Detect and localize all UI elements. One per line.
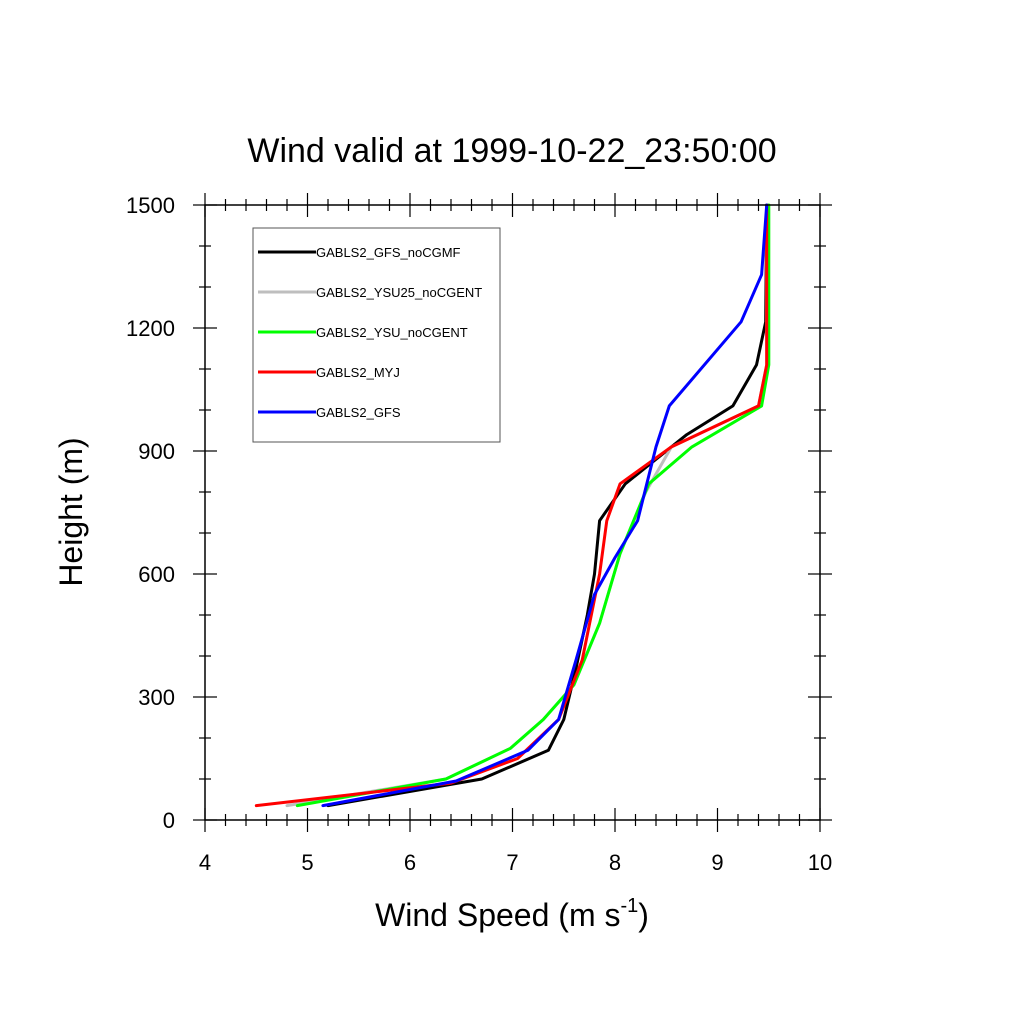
y-tick-label: 300	[138, 685, 175, 710]
y-tick-label: 600	[138, 562, 175, 587]
x-axis-title-close: )	[638, 897, 649, 933]
x-axis-title: Wind Speed (m s-1)	[375, 895, 649, 933]
tick-layer: 4 5 6 7 8 9 10 0 300 600 900 1200 1500	[126, 193, 832, 875]
series-layer	[254, 203, 771, 808]
legend-box	[252, 227, 501, 443]
legend: GABLS2_GFS_noCGMF GABLS2_YSU25_noCGENT GAB…	[252, 227, 501, 443]
y-tick-label: 1200	[126, 316, 175, 341]
x-tick-label: 4	[199, 850, 211, 875]
plot-frame	[204, 204, 821, 821]
series-line-5	[321, 203, 769, 808]
legend-label: GABLS2_MYJ	[316, 365, 400, 380]
legend-label: GABLS2_YSU25_noCGENT	[316, 285, 482, 300]
x-axis-title-main: Wind Speed (m s	[375, 897, 620, 933]
x-tick-label: 5	[301, 850, 313, 875]
y-tick-label: 900	[138, 439, 175, 464]
x-tick-label: 8	[609, 850, 621, 875]
chart-title: Wind valid at 1999-10-22_23:50:00	[247, 132, 776, 170]
legend-label: GABLS2_YSU_noCGENT	[316, 325, 468, 340]
x-axis-title-superscript: -1	[620, 895, 638, 917]
x-tick-label: 7	[506, 850, 518, 875]
series-line-3	[295, 203, 771, 808]
legend-label: GABLS2_GFS	[316, 405, 401, 420]
series-line-1	[326, 203, 769, 808]
y-tick-label: 1500	[126, 193, 175, 218]
legend-label: GABLS2_GFS_noCGMF	[316, 245, 461, 260]
y-tick-label: 0	[163, 808, 175, 833]
series-line-4	[254, 203, 769, 808]
x-tick-label: 9	[711, 850, 723, 875]
y-axis-title: Height (m)	[53, 437, 89, 586]
x-tick-label: 6	[404, 850, 416, 875]
x-tick-label: 10	[808, 850, 832, 875]
